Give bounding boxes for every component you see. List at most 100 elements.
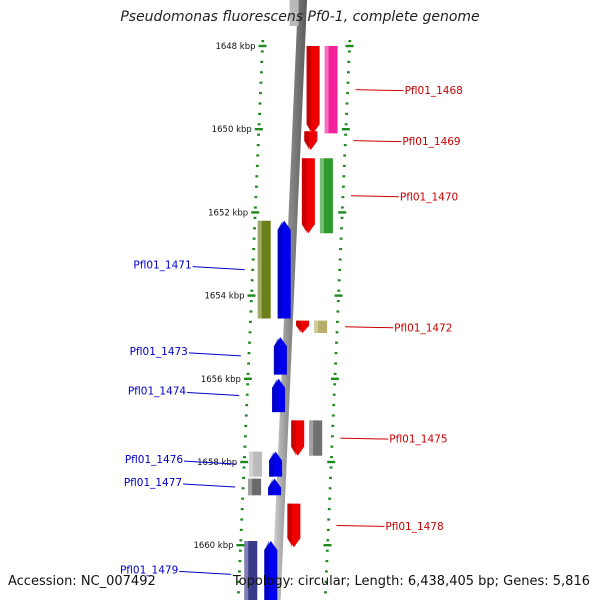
outer-scale-dot bbox=[336, 310, 340, 313]
gene-label: Pfl01_1477 bbox=[124, 477, 182, 489]
inner-scale-dot bbox=[247, 352, 251, 355]
scale-major-tick bbox=[251, 211, 260, 214]
scale-major-tick-outer bbox=[341, 128, 350, 131]
gene-label-leader bbox=[184, 460, 237, 465]
gene-category-bar bbox=[244, 541, 258, 600]
inner-scale-dot bbox=[237, 591, 240, 594]
gene-label-leader bbox=[179, 570, 232, 575]
outer-scale-dot bbox=[334, 362, 337, 365]
outer-scale-dot bbox=[326, 539, 330, 542]
inner-scale-dot bbox=[251, 268, 255, 271]
gene-category-highlight bbox=[319, 158, 324, 234]
inner-scale-dot bbox=[257, 123, 261, 126]
inner-scale-dot bbox=[237, 580, 241, 583]
inner-scale-dot bbox=[250, 279, 254, 282]
outer-scale-dot bbox=[325, 570, 328, 573]
scale-tick-label: 1654 kbp bbox=[204, 292, 244, 302]
inner-scale-dot bbox=[244, 424, 248, 427]
inner-scale-dot bbox=[259, 92, 262, 95]
inner-scale-dot bbox=[252, 248, 255, 251]
inner-scale-dot bbox=[253, 227, 256, 230]
gene-label-leader bbox=[183, 483, 236, 488]
inner-scale-dot bbox=[248, 341, 251, 344]
outer-scale-dot bbox=[328, 487, 332, 490]
inner-scale-dot bbox=[241, 487, 245, 490]
scale-major-tick bbox=[258, 44, 267, 48]
outer-scale-dot bbox=[345, 112, 348, 115]
inner-scale-dot bbox=[246, 372, 250, 375]
inner-scale-dot bbox=[239, 539, 243, 542]
gene-label: Pfl01_1478 bbox=[385, 521, 443, 533]
outer-scale-dot bbox=[331, 424, 335, 427]
outer-scale-dot bbox=[345, 102, 349, 105]
inner-scale-dot bbox=[254, 196, 258, 199]
inner-scale-dot bbox=[249, 310, 253, 313]
gene-category-highlight bbox=[257, 220, 262, 319]
inner-scale-dot bbox=[242, 476, 245, 479]
gene-label: Pfl01_1469 bbox=[402, 136, 460, 148]
gene-pfl01-1479 bbox=[244, 541, 278, 600]
inner-scale-dot bbox=[246, 383, 250, 386]
outer-scale-dot bbox=[337, 289, 341, 292]
scale-major-tick bbox=[243, 377, 252, 380]
scale-major-tick bbox=[236, 544, 245, 547]
gene-label-leader bbox=[353, 140, 402, 143]
outer-scale-dot bbox=[325, 560, 329, 563]
outer-scale-dot bbox=[325, 549, 329, 552]
scale-major-tick-outer bbox=[345, 44, 354, 48]
scale-major-tick-outer bbox=[334, 294, 343, 297]
scale-major-tick bbox=[240, 460, 249, 464]
outer-scale-dot bbox=[329, 476, 332, 479]
scale-tick-label: 1648 kbp bbox=[215, 42, 255, 52]
gene-label: Pfl01_1472 bbox=[394, 322, 452, 334]
outer-scale-dot bbox=[344, 123, 348, 126]
outer-scale-dot bbox=[339, 237, 343, 240]
gene-label-leader bbox=[340, 437, 389, 440]
outer-scale-dot bbox=[327, 518, 331, 521]
accession-text: Accession: NC_007492 bbox=[8, 574, 156, 589]
gene-pfl01-1476 bbox=[249, 451, 283, 477]
outer-scale-dot bbox=[332, 393, 336, 396]
gene-pfl01-1478 bbox=[287, 503, 301, 548]
gene-category-highlight bbox=[314, 320, 319, 333]
outer-scale-dot bbox=[324, 591, 327, 594]
gene-pfl01-1469 bbox=[304, 131, 318, 150]
gene-category-bar bbox=[309, 420, 323, 456]
gene-label: Pfl01_1468 bbox=[405, 85, 463, 97]
outer-scale-dot bbox=[326, 528, 330, 531]
outer-scale-dot bbox=[347, 71, 350, 74]
outer-scale-dot bbox=[334, 352, 338, 355]
inner-scale-dot bbox=[244, 435, 247, 438]
inner-scale-dot bbox=[251, 258, 255, 261]
gene-arrow-shadow bbox=[291, 420, 296, 456]
map-title: Pseudomonas fluorescens Pf0-1, complete … bbox=[120, 9, 480, 25]
inner-scale-dot bbox=[249, 300, 253, 303]
outer-scale-dot bbox=[348, 40, 352, 43]
scale-major-tick-outer bbox=[330, 377, 339, 380]
gene-category-bar bbox=[324, 46, 338, 134]
gene-category-bar bbox=[248, 478, 262, 496]
inner-scale-dot bbox=[243, 456, 246, 459]
gene-arrow-shadow bbox=[306, 46, 312, 134]
gene-label-leader bbox=[192, 266, 245, 271]
gene-pfl01-1473 bbox=[273, 337, 287, 375]
gene-label: Pfl01_1474 bbox=[128, 385, 187, 397]
outer-scale-dot bbox=[330, 445, 334, 448]
inner-scale-dot bbox=[259, 81, 263, 84]
gene-pfl01-1477 bbox=[248, 478, 282, 496]
inner-scale-dot bbox=[260, 50, 264, 53]
outer-scale-dot bbox=[328, 497, 331, 500]
gene-label-leader bbox=[350, 195, 399, 198]
gene-category-bar bbox=[257, 220, 271, 319]
outer-scale-dot bbox=[344, 133, 347, 136]
gene-label-leader bbox=[345, 326, 394, 329]
gene-arrow-shadow bbox=[277, 220, 283, 319]
outer-scale-dot bbox=[338, 268, 342, 271]
inner-scale-dot bbox=[240, 508, 244, 511]
inner-scale-dot bbox=[249, 320, 252, 323]
inner-scale-dot bbox=[244, 414, 248, 417]
gene-arrow-shadow bbox=[287, 503, 292, 548]
gene-pfl01-1471 bbox=[257, 220, 291, 319]
gene-label: Pfl01_1470 bbox=[400, 191, 458, 203]
